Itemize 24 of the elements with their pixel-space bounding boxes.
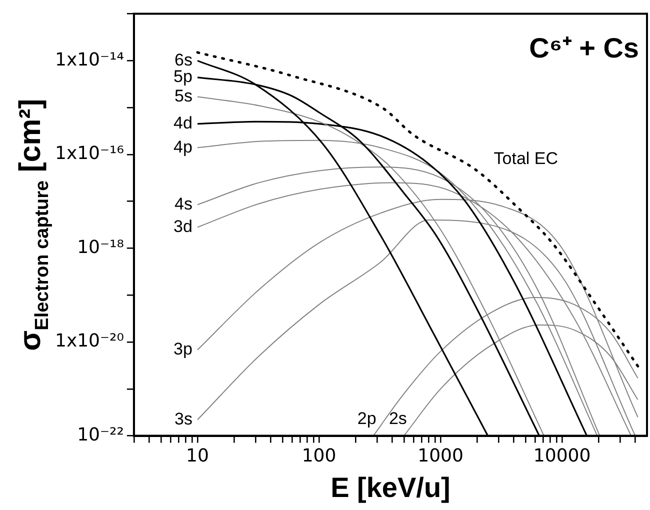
x-axis-title: E [keV/u] xyxy=(330,472,450,503)
x-tick-label: 10 xyxy=(186,445,209,466)
y-tick-label: 1x10⁻¹⁴ xyxy=(54,49,124,70)
series-label: 5p xyxy=(174,67,192,86)
series-label: 2s xyxy=(388,408,407,428)
series-label: 6s xyxy=(174,50,192,70)
y-tick-label: 10⁻²² xyxy=(77,424,124,446)
x-tick-label: 100 xyxy=(302,445,336,466)
series-label: 3d xyxy=(174,216,192,236)
y-tick-label: 1x10⁻²⁰ xyxy=(54,330,124,352)
series-label: 5s xyxy=(174,86,192,106)
x-tick-label: 10000 xyxy=(533,445,591,466)
text: C⁶⁺ + Cs xyxy=(529,32,639,64)
x-tick-label: 1000 xyxy=(418,445,464,466)
series-label: 3p xyxy=(174,340,192,359)
y-axis-title: σElectron capture [cm²] xyxy=(14,98,53,351)
series-label: 4p xyxy=(174,137,192,156)
series-label: 3s xyxy=(174,409,192,428)
series-label: 4d xyxy=(174,114,192,133)
y-tick-label: 1x10⁻¹⁶ xyxy=(54,143,124,164)
series-label: Total EC xyxy=(494,149,558,168)
series-label: 4s xyxy=(174,194,192,214)
y-tick-label: 10⁻¹⁸ xyxy=(77,236,124,258)
series-label: 2p xyxy=(357,408,376,428)
